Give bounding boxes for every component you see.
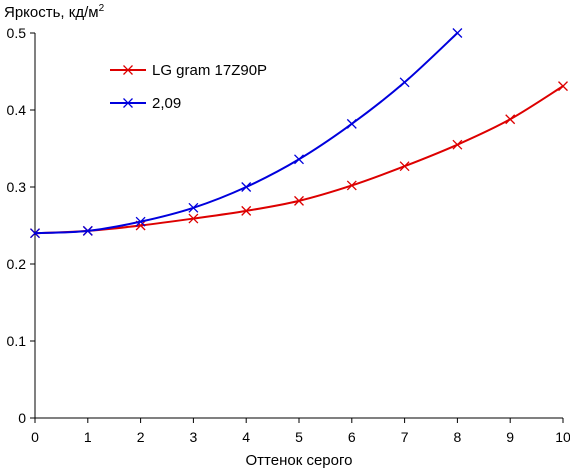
x-tick-label: 2 — [137, 429, 145, 445]
y-tick-label: 0.1 — [7, 333, 27, 349]
y-ticks: 0 0.1 0.2 0.3 0.4 0.5 — [7, 25, 35, 426]
x-tick-label: 3 — [190, 429, 198, 445]
data-point-marker — [294, 154, 304, 165]
legend-item: LG gram 17Z90P — [110, 62, 267, 79]
data-point-marker — [399, 161, 410, 172]
series-layer — [30, 28, 568, 239]
data-point-marker — [558, 81, 568, 92]
y-tick-label: 0.5 — [7, 25, 27, 41]
data-point-marker — [188, 202, 199, 213]
y-axis-title-superscript: 2 — [99, 3, 105, 14]
data-point-marker — [30, 228, 40, 239]
data-point-marker — [346, 118, 357, 129]
data-point-marker — [399, 77, 410, 88]
data-point-marker — [82, 225, 93, 236]
x-ticks: 0 1 2 3 4 5 6 7 8 9 10 — [31, 418, 570, 445]
data-point-marker — [241, 205, 252, 216]
x-tick-label: 1 — [84, 429, 92, 445]
legend-swatch-marker — [123, 65, 133, 75]
y-tick-label: 0.2 — [7, 256, 27, 272]
y-axis-title-text: Яркость, кд/м — [4, 4, 99, 21]
data-point-marker — [188, 213, 199, 224]
data-point-marker — [294, 195, 304, 206]
legend-item: 2,09 — [110, 95, 181, 112]
y-tick-label: 0.3 — [7, 179, 27, 195]
x-tick-label: 9 — [506, 429, 514, 445]
data-point-marker — [241, 182, 252, 192]
legend: LG gram 17Z90P 2,09 — [110, 62, 267, 112]
x-tick-label: 10 — [555, 429, 570, 445]
x-axis-title: Оттенок серого — [246, 452, 353, 468]
data-point-marker — [452, 28, 463, 38]
data-point-marker — [505, 114, 516, 125]
y-axis-title: Яркость, кд/м2 — [4, 3, 105, 21]
data-point-marker — [346, 180, 357, 191]
data-point-marker — [452, 139, 463, 150]
y-tick-label: 0.4 — [7, 102, 27, 118]
x-tick-label: 0 — [31, 429, 39, 445]
x-tick-label: 6 — [348, 429, 356, 445]
data-point-marker — [135, 216, 146, 227]
x-tick-label: 5 — [295, 429, 303, 445]
x-tick-label: 4 — [242, 429, 250, 445]
x-tick-label: 8 — [454, 429, 462, 445]
legend-swatch-marker — [123, 98, 133, 108]
series-2 — [30, 28, 463, 239]
legend-label: LG gram 17Z90P — [152, 62, 267, 79]
svg-text:Яркость, кд/м2: Яркость, кд/м2 — [4, 3, 105, 21]
legend-label: 2,09 — [152, 95, 181, 112]
x-tick-label: 7 — [401, 429, 409, 445]
y-tick-label: 0 — [18, 410, 26, 426]
